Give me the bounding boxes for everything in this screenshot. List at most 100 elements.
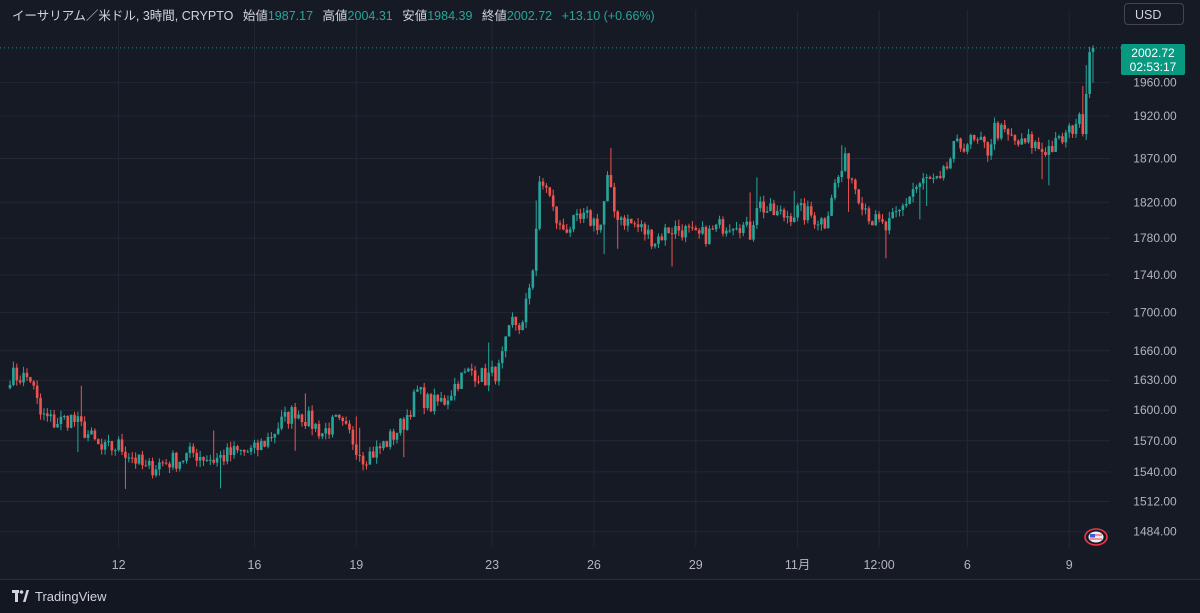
candle-body bbox=[188, 446, 192, 454]
candle-body bbox=[643, 224, 647, 235]
candle-body bbox=[229, 447, 232, 456]
candle bbox=[877, 211, 881, 223]
candle bbox=[66, 415, 70, 431]
candle bbox=[725, 227, 728, 237]
candle-body bbox=[1067, 125, 1071, 133]
candle bbox=[473, 366, 477, 387]
candle bbox=[579, 208, 582, 224]
candle-body bbox=[555, 206, 558, 224]
y-axis[interactable]: 1484.00 1512.00 1540.00 1570.00 1600.00 1630.… bbox=[1133, 76, 1177, 539]
candle-body bbox=[450, 395, 453, 401]
candle-body bbox=[714, 224, 718, 230]
candle-body bbox=[908, 196, 911, 204]
candle bbox=[541, 178, 545, 190]
candle bbox=[178, 461, 182, 472]
candle-body bbox=[816, 224, 820, 226]
candle-body bbox=[348, 423, 351, 430]
candle bbox=[1057, 134, 1061, 140]
candle-body bbox=[514, 316, 518, 326]
candle-body bbox=[497, 362, 501, 382]
candle bbox=[694, 225, 698, 231]
candle bbox=[1023, 137, 1027, 145]
candle-body bbox=[1054, 137, 1057, 152]
candle-body bbox=[979, 136, 983, 140]
candle bbox=[443, 395, 446, 406]
candle bbox=[765, 206, 769, 214]
candle bbox=[565, 224, 569, 234]
candle bbox=[56, 417, 59, 428]
candle bbox=[368, 446, 372, 465]
candle bbox=[816, 220, 820, 231]
x-tick-label: 12 bbox=[112, 558, 126, 572]
candle-body bbox=[932, 178, 935, 180]
candle-body bbox=[39, 397, 42, 415]
candle bbox=[596, 213, 599, 235]
candle bbox=[15, 363, 19, 386]
candle-body bbox=[273, 433, 277, 438]
candle bbox=[833, 179, 837, 201]
candle-body bbox=[952, 141, 956, 159]
candle-body bbox=[127, 457, 131, 459]
candle-body bbox=[541, 181, 545, 186]
currency-button[interactable]: USD bbox=[1124, 3, 1184, 25]
candle-body bbox=[463, 371, 467, 373]
candle-body bbox=[494, 366, 497, 382]
candle bbox=[772, 199, 776, 216]
candle bbox=[874, 210, 878, 226]
candle bbox=[755, 177, 759, 229]
candle bbox=[1074, 118, 1078, 138]
candle bbox=[239, 449, 243, 456]
candle bbox=[670, 227, 674, 267]
candle bbox=[928, 175, 932, 180]
candle-body bbox=[209, 459, 212, 461]
change-value: +13.10 (+0.66%) bbox=[561, 9, 655, 23]
candle-body bbox=[388, 431, 392, 447]
candle-body bbox=[500, 351, 504, 363]
candle-body bbox=[344, 421, 348, 424]
candle-body bbox=[158, 462, 161, 470]
candle bbox=[921, 172, 925, 190]
y-tick-label: 1512.00 bbox=[1133, 495, 1177, 509]
candle-body bbox=[653, 243, 657, 247]
candle bbox=[79, 385, 83, 427]
candle-body bbox=[239, 449, 243, 451]
candle-body bbox=[925, 177, 928, 179]
candle bbox=[215, 452, 219, 467]
candle bbox=[130, 452, 134, 464]
candle bbox=[1000, 122, 1003, 141]
candle bbox=[602, 201, 606, 255]
candle-body bbox=[365, 464, 368, 466]
candle bbox=[1061, 132, 1064, 145]
candle bbox=[259, 438, 263, 451]
candle-body bbox=[392, 431, 395, 440]
candle bbox=[280, 410, 283, 431]
candle-body bbox=[1044, 151, 1047, 155]
candle bbox=[626, 214, 630, 232]
candle bbox=[358, 427, 361, 462]
y-tick-label: 1870.00 bbox=[1133, 152, 1177, 166]
candle-body bbox=[945, 166, 949, 169]
candle-body bbox=[847, 153, 850, 179]
candle bbox=[158, 458, 161, 476]
candle bbox=[76, 411, 80, 453]
candle bbox=[456, 381, 460, 392]
candle bbox=[310, 405, 314, 436]
candle bbox=[202, 456, 205, 467]
x-axis[interactable]: 12 16 19 23 26 29 11月 12:00 6 9 bbox=[112, 558, 1073, 572]
candle-body bbox=[691, 227, 694, 229]
brand[interactable]: TradingView bbox=[12, 589, 107, 604]
candle bbox=[293, 403, 297, 451]
symbol-title[interactable]: イーサリアム／米ドル, 3時間, CRYPTO bbox=[12, 9, 234, 23]
candle bbox=[1020, 133, 1024, 145]
candle-body bbox=[164, 462, 168, 464]
candle bbox=[589, 208, 592, 227]
candle bbox=[687, 223, 691, 233]
candle-body bbox=[1088, 52, 1091, 94]
candle bbox=[256, 439, 260, 457]
candle bbox=[249, 444, 253, 455]
candle-body bbox=[341, 417, 345, 422]
candle bbox=[453, 377, 457, 401]
us-flag-icon[interactable] bbox=[1084, 528, 1108, 546]
candle bbox=[1013, 134, 1017, 145]
